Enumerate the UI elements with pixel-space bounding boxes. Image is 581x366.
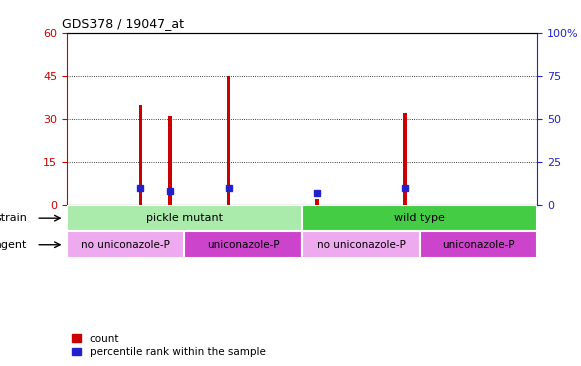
Legend: count, percentile rank within the sample: count, percentile rank within the sample: [72, 334, 266, 357]
Bar: [139, 105, 142, 205]
Bar: [67, 231, 185, 258]
Bar: [168, 116, 171, 205]
Bar: [67, 205, 302, 231]
Bar: [227, 76, 230, 205]
Text: wild type: wild type: [394, 213, 445, 223]
Text: uniconazole-P: uniconazole-P: [207, 240, 279, 250]
Text: uniconazole-P: uniconazole-P: [442, 240, 515, 250]
Bar: [185, 231, 302, 258]
Text: pickle mutant: pickle mutant: [146, 213, 223, 223]
Bar: [420, 231, 537, 258]
Bar: [403, 113, 407, 205]
Bar: [302, 205, 537, 231]
Bar: [315, 199, 318, 205]
Text: strain: strain: [0, 213, 27, 223]
Text: GDS378 / 19047_at: GDS378 / 19047_at: [62, 17, 184, 30]
Text: no uniconazole-P: no uniconazole-P: [81, 240, 170, 250]
Text: agent: agent: [0, 240, 27, 250]
Text: no uniconazole-P: no uniconazole-P: [317, 240, 406, 250]
Bar: [302, 231, 420, 258]
